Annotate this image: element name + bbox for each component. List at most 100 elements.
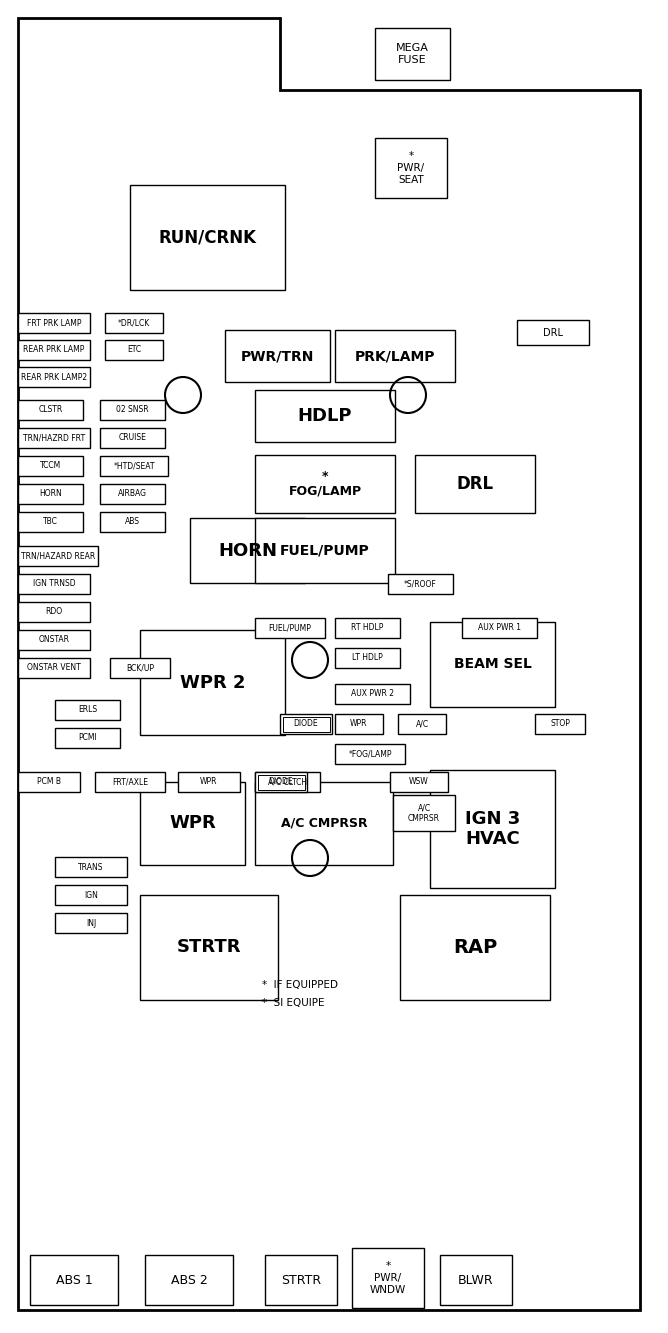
Bar xyxy=(335,744,405,764)
Bar xyxy=(178,772,240,792)
Bar xyxy=(18,313,90,333)
Text: PRK/LAMP: PRK/LAMP xyxy=(355,349,436,363)
Bar xyxy=(100,428,165,448)
Text: MEGA
FUSE: MEGA FUSE xyxy=(396,43,429,65)
Text: DRL: DRL xyxy=(543,328,563,337)
Bar xyxy=(95,772,165,792)
Text: BEAM SEL: BEAM SEL xyxy=(454,657,532,672)
Bar xyxy=(255,519,395,583)
Bar xyxy=(100,400,165,420)
Bar xyxy=(517,320,589,345)
Text: *  IF EQUIPPED: * IF EQUIPPED xyxy=(262,980,338,990)
Text: AIRBAG: AIRBAG xyxy=(118,489,147,499)
Text: DIODE: DIODE xyxy=(294,720,319,729)
Bar xyxy=(130,185,285,291)
Bar xyxy=(140,782,245,865)
Bar xyxy=(265,1254,337,1305)
Bar xyxy=(430,770,555,888)
Bar xyxy=(55,913,127,933)
Bar xyxy=(140,894,278,1000)
Text: RAP: RAP xyxy=(453,938,497,957)
Bar xyxy=(18,603,90,623)
Bar xyxy=(55,885,127,905)
Text: A/C: A/C xyxy=(415,720,429,729)
Text: A/C CLTCH: A/C CLTCH xyxy=(268,777,307,786)
Bar xyxy=(145,1254,233,1305)
Text: AUX PWR 2: AUX PWR 2 xyxy=(351,689,394,698)
Text: STRTR: STRTR xyxy=(177,938,241,957)
Bar xyxy=(140,631,285,734)
Bar xyxy=(105,313,163,333)
Text: PWR/TRN: PWR/TRN xyxy=(240,349,314,363)
Bar xyxy=(335,648,400,668)
Text: STRTR: STRTR xyxy=(281,1273,321,1286)
Text: REAR PRK LAMP: REAR PRK LAMP xyxy=(23,345,85,355)
Text: A/C
CMPRSR: A/C CMPRSR xyxy=(408,804,440,822)
Bar xyxy=(18,428,90,448)
Text: 02 SNSR: 02 SNSR xyxy=(116,405,149,415)
Bar xyxy=(335,684,410,704)
Bar xyxy=(398,714,446,734)
Text: RT HDLP: RT HDLP xyxy=(351,624,383,632)
Bar xyxy=(375,28,450,80)
Text: *S/ROOF: *S/ROOF xyxy=(404,580,437,588)
Bar xyxy=(393,794,455,830)
Text: ERLS: ERLS xyxy=(78,705,97,714)
Bar xyxy=(105,340,163,360)
Text: HORN: HORN xyxy=(39,489,62,499)
Bar xyxy=(18,547,98,567)
Text: FRT/AXLE: FRT/AXLE xyxy=(112,777,148,786)
Text: TCCM: TCCM xyxy=(40,461,61,471)
Bar xyxy=(18,340,90,360)
Text: *HTD/SEAT: *HTD/SEAT xyxy=(114,461,155,471)
Text: CLSTR: CLSTR xyxy=(38,405,63,415)
Text: IGN: IGN xyxy=(84,890,98,900)
Bar xyxy=(400,894,550,1000)
Text: *  SI EQUIPE: * SI EQUIPE xyxy=(262,998,325,1008)
Bar xyxy=(462,619,537,639)
Text: FUEL/PUMP: FUEL/PUMP xyxy=(280,544,370,557)
Bar xyxy=(255,391,395,443)
Bar xyxy=(255,772,320,792)
Bar xyxy=(388,575,453,595)
Text: PCMI: PCMI xyxy=(78,733,97,742)
Bar xyxy=(100,512,165,532)
Bar xyxy=(335,714,383,734)
Text: A/C CMPRSR: A/C CMPRSR xyxy=(281,817,367,830)
Text: RUN/CRNK: RUN/CRNK xyxy=(158,228,257,247)
Text: PCM B: PCM B xyxy=(37,777,61,786)
Text: WSW: WSW xyxy=(409,777,429,786)
Bar xyxy=(430,623,555,706)
Bar xyxy=(257,774,305,789)
Polygon shape xyxy=(18,19,640,1310)
Text: *
PWR/
WNDW: * PWR/ WNDW xyxy=(370,1261,406,1294)
Text: ONSTAR VENT: ONSTAR VENT xyxy=(27,664,81,673)
Text: IGN 3
HVAC: IGN 3 HVAC xyxy=(465,809,520,848)
Bar xyxy=(18,367,90,387)
Bar xyxy=(110,659,170,678)
Bar xyxy=(30,1254,118,1305)
Text: TRN/HAZRD FRT: TRN/HAZRD FRT xyxy=(23,433,85,443)
Text: HDLP: HDLP xyxy=(298,407,352,425)
Text: ABS: ABS xyxy=(125,517,140,527)
Text: WPR 2: WPR 2 xyxy=(180,673,245,692)
Bar xyxy=(440,1254,512,1305)
Text: REAR PRK LAMP2: REAR PRK LAMP2 xyxy=(21,372,87,381)
Bar xyxy=(190,519,305,583)
Text: WPR: WPR xyxy=(350,720,368,729)
Text: DRL: DRL xyxy=(456,475,494,493)
Bar xyxy=(255,772,307,792)
Text: BLWR: BLWR xyxy=(458,1273,494,1286)
Bar xyxy=(390,772,448,792)
Bar xyxy=(335,331,455,383)
Text: STOP: STOP xyxy=(550,720,570,729)
Bar xyxy=(55,728,120,748)
Text: *
PWR/
SEAT: * PWR/ SEAT xyxy=(397,152,425,184)
Bar xyxy=(18,659,90,678)
Text: IGN TRNSD: IGN TRNSD xyxy=(33,580,75,588)
Bar xyxy=(18,631,90,651)
Text: FRT PRK LAMP: FRT PRK LAMP xyxy=(27,319,81,328)
Bar xyxy=(352,1248,424,1308)
Text: ABS 2: ABS 2 xyxy=(170,1273,207,1286)
Bar xyxy=(55,700,120,720)
